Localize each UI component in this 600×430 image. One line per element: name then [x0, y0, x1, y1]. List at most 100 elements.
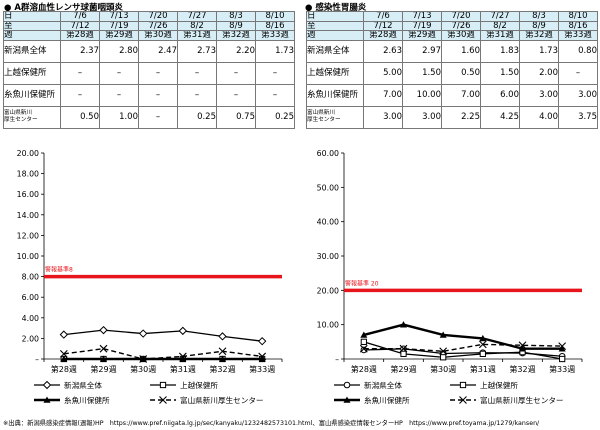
- table-row: 富山県新川 厚生センター 0.50 1.00–0.25 0.75 0.25: [3, 105, 295, 129]
- value-cell: –: [216, 83, 256, 107]
- y-tick-label: 6.00: [22, 293, 39, 302]
- table-row: 糸魚川保健所 – – – – – –: [3, 83, 295, 107]
- y-tick-label: 20.00: [317, 286, 339, 295]
- stats-table-gastro: 日 7/6 7/13 7/20 7/27 8/3 8/10 至 7/12 7/19 7/26 8/2 8…: [306, 11, 598, 129]
- value-cell: 10.00: [402, 83, 442, 107]
- y-tick-label: 4.00: [22, 314, 39, 323]
- table-row: 新潟県全体 2.63 2.97 1.60 1.83 1.73 0.80: [306, 39, 598, 63]
- x-tick-label: 第30週: [430, 364, 456, 374]
- value-cell: 0.80: [558, 39, 598, 63]
- triangle-marker: [519, 345, 526, 352]
- y-tick-label: –: [335, 355, 339, 364]
- series-line: [363, 343, 563, 352]
- table-row: 上越保健所 – – – – – –: [3, 61, 295, 85]
- header-label-week: 週: [3, 30, 61, 41]
- diamond-marker: [178, 326, 188, 336]
- week-from-cell: 7/6: [363, 11, 403, 22]
- x-tick-label: 第29週: [390, 364, 416, 374]
- cross-marker: [99, 344, 108, 353]
- cross-marker: [439, 347, 448, 356]
- cross-marker: [258, 352, 267, 361]
- value-cell: 5.00: [363, 61, 403, 85]
- week-from-cell: 8/3: [519, 11, 559, 22]
- table-row: 富山県新川 厚生センター 3.00 3.00 2.25 4.25 4.00 3.75: [306, 105, 598, 129]
- y-tick-label: 2.00: [22, 334, 39, 343]
- square-marker: [159, 381, 167, 389]
- value-cell: 3.00: [519, 83, 559, 107]
- value-cell: 2.25: [441, 105, 481, 129]
- week-to-cell: 7/26: [441, 20, 481, 31]
- legend-label: 上越保健所: [180, 380, 218, 390]
- week-from-cell: 8/10: [558, 11, 598, 22]
- week-to-cell: 7/12: [60, 20, 100, 31]
- value-cell: –: [99, 83, 139, 107]
- week-to-cell: 8/2: [480, 20, 520, 31]
- diamond-marker: [138, 329, 148, 338]
- value-cell: 0.75: [216, 105, 256, 129]
- week-to-cell: 8/9: [216, 20, 256, 31]
- series-line: [63, 347, 263, 360]
- triangle-marker: [100, 355, 107, 362]
- header-label-to: 至: [306, 20, 364, 31]
- series-line: [363, 341, 563, 360]
- legend-label: 上越保健所: [480, 380, 518, 390]
- week-week-cell: 第32週: [519, 30, 559, 41]
- value-cell: –: [255, 61, 295, 85]
- cross-marker: [518, 341, 527, 350]
- stats-table-strep: 日 7/6 7/13 7/20 7/27 8/3 8/10 至 7/12 7/19 7/26 8/2 8…: [3, 11, 295, 129]
- cross-marker: [218, 347, 227, 356]
- week-week-cell: 第30週: [138, 30, 178, 41]
- week-to-cell: 7/26: [138, 20, 178, 31]
- header-label-from: 日: [306, 11, 364, 22]
- x-tick-label: 第29週: [90, 364, 116, 374]
- value-cell: 2.73: [177, 39, 217, 63]
- row-label: 富山県新川 厚生センター: [3, 105, 61, 129]
- chart-gastro: – 10.00 20.00 30.00 40.00 50.00 60.00 第28週 第29週 第…: [317, 149, 583, 405]
- x-tick-label: 第32週: [209, 364, 235, 374]
- triangle-marker: [360, 331, 368, 338]
- series-line: [63, 329, 263, 342]
- week-week-cell: 第28週: [60, 30, 100, 41]
- triangle-marker: [479, 334, 487, 342]
- legend-label: 新潟県全体: [364, 380, 402, 390]
- y-tick-label: 40.00: [317, 218, 339, 227]
- week-week-cell: 第33週: [255, 30, 295, 41]
- triangle-marker: [219, 355, 226, 362]
- value-cell: –: [216, 61, 256, 85]
- cross-marker: [558, 342, 567, 351]
- diamond-marker: [257, 336, 267, 346]
- diamond-marker: [99, 325, 108, 335]
- x-tick-label: 第32週: [509, 364, 535, 374]
- week-week-cell: 第28週: [363, 30, 403, 41]
- table-row: 上越保健所 5.00 1.50 0.50 1.50 2.00–: [306, 61, 598, 85]
- triangle-marker: [400, 321, 407, 328]
- value-cell: 7.00: [441, 83, 481, 107]
- week-to-cell: 8/16: [558, 20, 598, 31]
- y-tick-label: 50.00: [317, 183, 339, 192]
- week-week-cell: 第29週: [402, 30, 442, 41]
- row-label: 新潟県全体: [306, 39, 364, 63]
- cross-marker: [178, 352, 187, 361]
- week-week-cell: 第32週: [216, 30, 256, 41]
- square-marker: [400, 350, 407, 357]
- row-label: 糸魚川保健所: [3, 83, 61, 107]
- legend-label: 富山県新川厚生センター: [180, 395, 264, 405]
- legend-label: 新潟県全体: [64, 380, 102, 390]
- value-cell: –: [138, 83, 178, 107]
- row-label: 上越保健所: [3, 61, 61, 85]
- value-cell: –: [60, 61, 100, 85]
- x-tick-label: 第28週: [351, 364, 377, 374]
- week-from-cell: 7/27: [480, 11, 520, 22]
- value-cell: 2.47: [138, 39, 178, 63]
- week-from-cell: 7/27: [177, 11, 217, 22]
- square-marker: [360, 338, 367, 345]
- legend-label: 糸魚川保健所: [364, 395, 410, 405]
- diamond-marker: [42, 380, 52, 390]
- value-cell: –: [255, 83, 295, 107]
- threshold-label: 警報基準 20: [345, 279, 379, 287]
- cross-marker: [359, 344, 368, 353]
- y-tick-label: 10.00: [317, 321, 339, 330]
- week-to-cell: 7/12: [363, 20, 403, 31]
- week-to-cell: 8/16: [255, 20, 295, 31]
- x-tick-label: 第31週: [170, 364, 196, 374]
